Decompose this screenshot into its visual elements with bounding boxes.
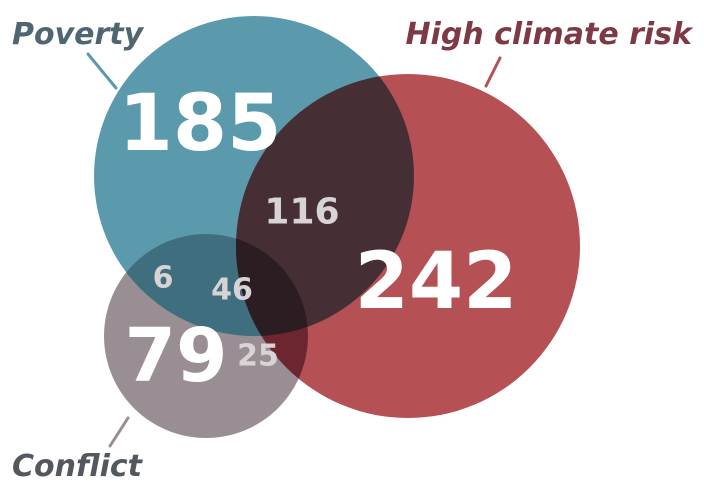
conflict-only-count: 79 [125,313,228,399]
all-three-overlap [236,234,308,336]
climate-pointer [484,56,502,88]
all-three-count: 46 [211,273,253,308]
climate-label: High climate risk [405,17,694,52]
poverty-conflict-count: 6 [153,261,174,296]
climate-only-count: 242 [355,237,518,327]
conflict-label: Conflict [12,449,144,482]
conflict-pointer [108,416,130,448]
climate-conflict-count: 25 [237,339,279,374]
poverty-climate-count: 116 [264,192,339,233]
poverty-pointer [86,52,118,90]
poverty-label: Poverty [12,17,145,52]
poverty-only-count: 185 [119,79,282,169]
